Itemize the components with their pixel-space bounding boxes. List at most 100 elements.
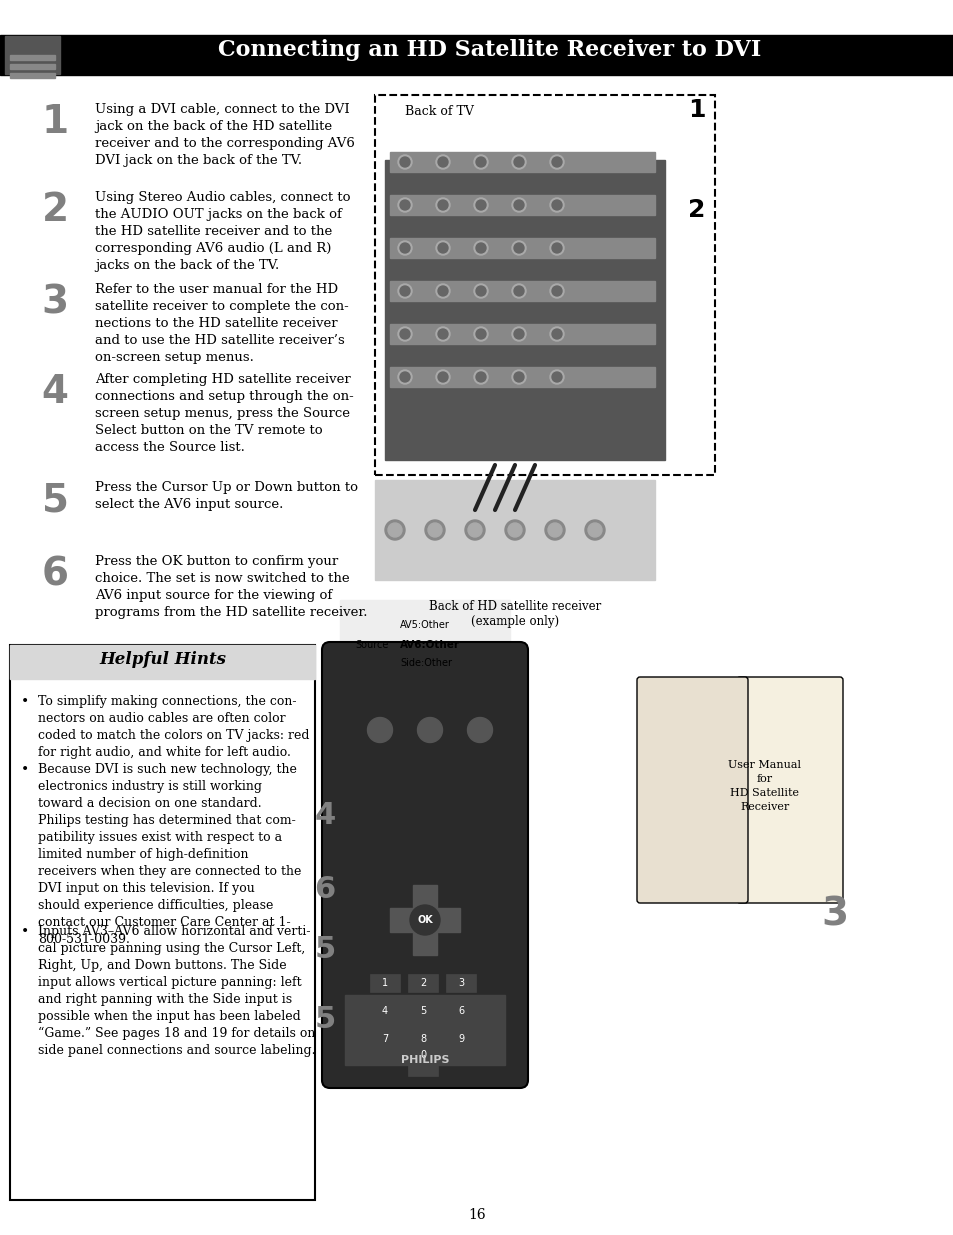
Bar (10, 64, 55, 69)
Circle shape (550, 284, 563, 298)
Circle shape (514, 372, 523, 382)
Circle shape (544, 520, 564, 540)
Bar (339, 600, 510, 700)
Circle shape (385, 520, 405, 540)
Text: •: • (21, 925, 30, 939)
Text: 5: 5 (419, 1007, 426, 1016)
Circle shape (397, 327, 412, 341)
Bar (5, 36, 60, 74)
Text: 5: 5 (42, 480, 69, 519)
Bar (10, 645, 314, 1200)
Circle shape (550, 156, 563, 169)
Circle shape (474, 327, 488, 341)
Circle shape (476, 287, 485, 296)
Text: 0: 0 (419, 1050, 426, 1060)
Circle shape (552, 372, 561, 382)
Bar (390, 367, 655, 387)
Circle shape (367, 718, 392, 742)
Circle shape (410, 905, 439, 935)
Text: 3: 3 (41, 283, 69, 321)
Bar (408, 1002, 437, 1020)
Circle shape (397, 284, 412, 298)
Text: 3: 3 (821, 895, 847, 932)
Text: Back of TV: Back of TV (405, 105, 474, 119)
Circle shape (514, 329, 523, 338)
Circle shape (417, 718, 442, 742)
Circle shape (512, 327, 525, 341)
Circle shape (474, 241, 488, 254)
Circle shape (428, 522, 441, 537)
Circle shape (512, 198, 525, 212)
Circle shape (437, 157, 448, 167)
FancyBboxPatch shape (322, 642, 527, 1088)
Circle shape (436, 198, 450, 212)
Bar (390, 152, 655, 172)
Circle shape (476, 157, 485, 167)
Circle shape (399, 157, 410, 167)
Circle shape (552, 243, 561, 253)
Text: 1: 1 (41, 103, 69, 141)
Bar (385, 161, 664, 459)
Circle shape (512, 156, 525, 169)
Circle shape (399, 372, 410, 382)
Circle shape (474, 284, 488, 298)
Bar (446, 1002, 476, 1020)
Text: 4: 4 (381, 1007, 388, 1016)
Text: 3: 3 (457, 978, 463, 988)
Circle shape (397, 156, 412, 169)
Text: Because DVI is such new technology, the
electronics industry is still working
to: Because DVI is such new technology, the … (38, 763, 301, 946)
Text: 6: 6 (457, 1007, 463, 1016)
Bar (10, 73, 55, 78)
Circle shape (552, 287, 561, 296)
Text: Press the Cursor Up or Down button to
select the AV6 input source.: Press the Cursor Up or Down button to se… (95, 480, 357, 511)
Circle shape (436, 370, 450, 384)
Text: 2: 2 (41, 191, 69, 228)
Text: Refer to the user manual for the HD
satellite receiver to complete the con-
nect: Refer to the user manual for the HD sate… (95, 283, 349, 364)
Bar (10, 56, 55, 61)
Circle shape (587, 522, 601, 537)
Circle shape (552, 157, 561, 167)
Text: AV6:Other: AV6:Other (399, 640, 459, 650)
Circle shape (476, 329, 485, 338)
Circle shape (397, 198, 412, 212)
Circle shape (514, 157, 523, 167)
Circle shape (550, 327, 563, 341)
Circle shape (436, 284, 450, 298)
Circle shape (512, 370, 525, 384)
Bar (446, 1030, 476, 1049)
Bar (390, 282, 655, 301)
Bar (375, 95, 714, 475)
Circle shape (476, 243, 485, 253)
Bar (413, 885, 436, 955)
Circle shape (437, 200, 448, 210)
Text: OK: OK (416, 915, 433, 925)
Circle shape (436, 241, 450, 254)
FancyBboxPatch shape (737, 677, 842, 903)
Text: Inputs AV3–AV6 allow horizontal and verti-
cal picture panning using the Cursor : Inputs AV3–AV6 allow horizontal and vert… (38, 925, 315, 1057)
Text: PHILIPS: PHILIPS (400, 1055, 449, 1065)
Text: •: • (21, 763, 30, 777)
Text: 1: 1 (381, 978, 388, 988)
Circle shape (550, 241, 563, 254)
Circle shape (436, 156, 450, 169)
Circle shape (476, 372, 485, 382)
Bar (10, 645, 314, 679)
Text: 2: 2 (419, 978, 426, 988)
Bar (390, 908, 459, 932)
Circle shape (514, 243, 523, 253)
Circle shape (474, 156, 488, 169)
Circle shape (436, 327, 450, 341)
Text: 4: 4 (42, 373, 69, 411)
Circle shape (552, 200, 561, 210)
Bar (408, 1030, 437, 1049)
Circle shape (552, 329, 561, 338)
Text: User Manual
for
HD Satellite
Receiver: User Manual for HD Satellite Receiver (728, 760, 801, 811)
Text: 8: 8 (419, 1034, 426, 1044)
Circle shape (547, 522, 561, 537)
Circle shape (514, 200, 523, 210)
Text: Source: Source (355, 640, 388, 650)
Text: Using a DVI cable, connect to the DVI
jack on the back of the HD satellite
recei: Using a DVI cable, connect to the DVI ja… (95, 103, 355, 167)
Bar (408, 974, 437, 992)
Bar (446, 974, 476, 992)
Text: Side:Other: Side:Other (399, 658, 452, 668)
